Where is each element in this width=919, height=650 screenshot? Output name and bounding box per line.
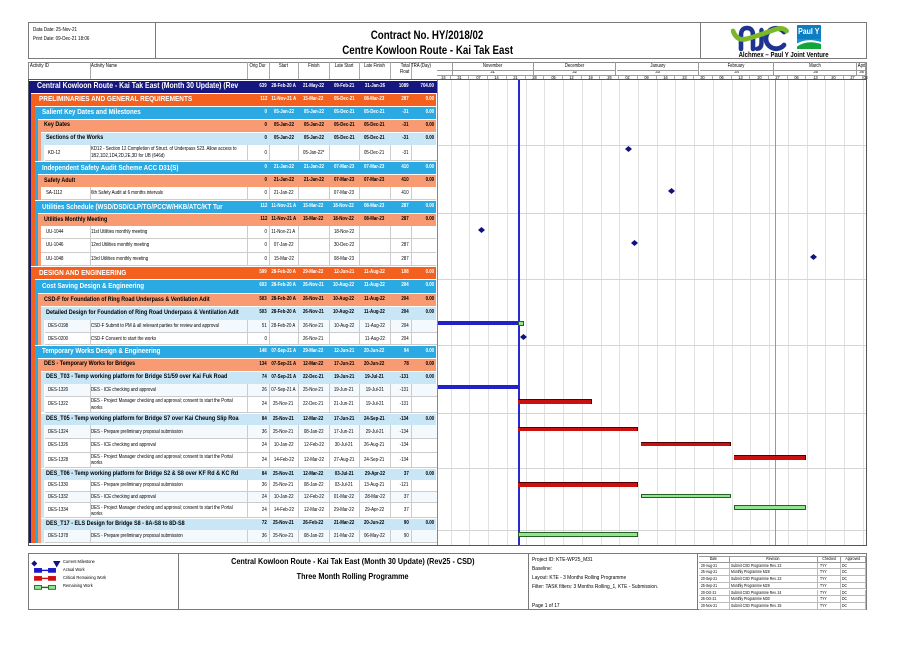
svg-text:Paul Y: Paul Y <box>798 27 819 36</box>
